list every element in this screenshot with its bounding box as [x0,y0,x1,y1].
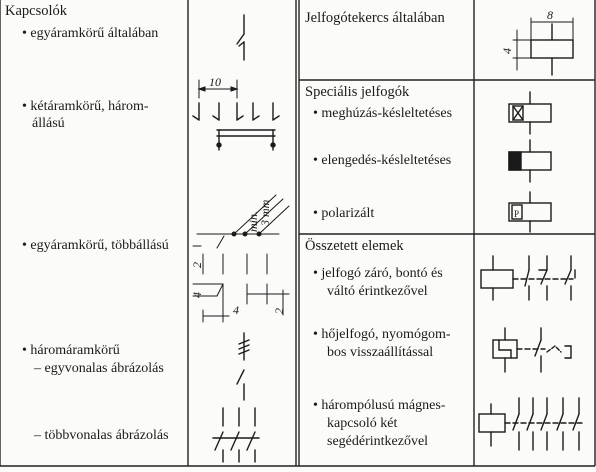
dim-4b-text: 4 [233,303,239,317]
magnetic-switch-label-3: segédérintkezővel [327,434,429,449]
composite-elements-heading: Összetett elemek [305,238,404,254]
multi-position-label: • egyáramkörű, többállású [22,238,169,253]
single-switch-symbol [236,14,245,61]
dim-3mm-text: 3 mm [258,199,272,227]
dim-2b-text: 2 [272,308,286,314]
relay-symbols-column: 8 4 P [478,8,586,451]
relay-contacts-label-2: váltó érintkezővel [327,284,428,299]
three-pole-magnetic-switch-symbol [478,397,586,451]
multi-line-repr-label: – többvonalas ábrázolás [34,428,169,443]
dim-4a-text: 4 [190,292,204,298]
relay-contacts-label-1: • jelfogó záró, bontó és [313,266,443,281]
double-circuit-switch-symbol [192,102,280,151]
thermal-relay-symbol [492,327,572,373]
single-circuit-general-label: • egyáramkörű általában [22,26,159,41]
multi-position-switch-symbol [192,194,290,323]
relay-coil-general-label: Jelfogótekercs általában [305,10,445,26]
thermal-relay-label-2: bos visszaállítással [327,345,434,360]
switches-heading: Kapcsolók [5,3,68,19]
dim-2a-text: 2 [190,262,204,268]
double-circuit-label-1: • kétáramkörű, három- [22,99,149,114]
dimension-10 [197,79,239,99]
magnetic-switch-label-2: kapcsoló két [327,416,398,431]
switch-symbols-column: 10 min. 3 mm 2 4 4 2 [190,14,290,463]
relay-with-contacts-symbol [480,255,576,301]
three-circuit-single-line-symbol [236,332,250,401]
special-relays-heading: Speciális jelfogók [305,84,410,100]
dim-10-text: 10 [209,75,221,89]
release-delay-relay-symbol [508,139,552,183]
double-circuit-label-2: állású [32,116,65,131]
pull-in-delay-relay-symbol [508,91,552,135]
dim-8-text: 8 [547,8,553,22]
polarized-label: • polarizált [313,206,375,221]
relay-coil-symbol [512,17,574,76]
pull-in-delay-label: • meghúzás-késleltetéses [313,106,453,121]
single-line-repr-label: – egyvonalas ábrázolás [34,361,164,376]
polar-p-text: P [514,209,519,219]
thermal-relay-label-1: • hőjelfogó, nyomógom- [313,327,451,342]
dim-4-coil-text: 4 [500,48,514,54]
magnetic-switch-label-1: • hárompólusú mágnes- [313,398,446,413]
release-delay-label: • elengedés-késleltetéses [313,153,452,168]
polarized-relay-symbol [508,191,552,233]
dim-min-text: min. [246,211,260,232]
three-circuit-label: • háromáramkörű [22,343,120,358]
three-circuit-multi-line-symbol [212,407,260,463]
